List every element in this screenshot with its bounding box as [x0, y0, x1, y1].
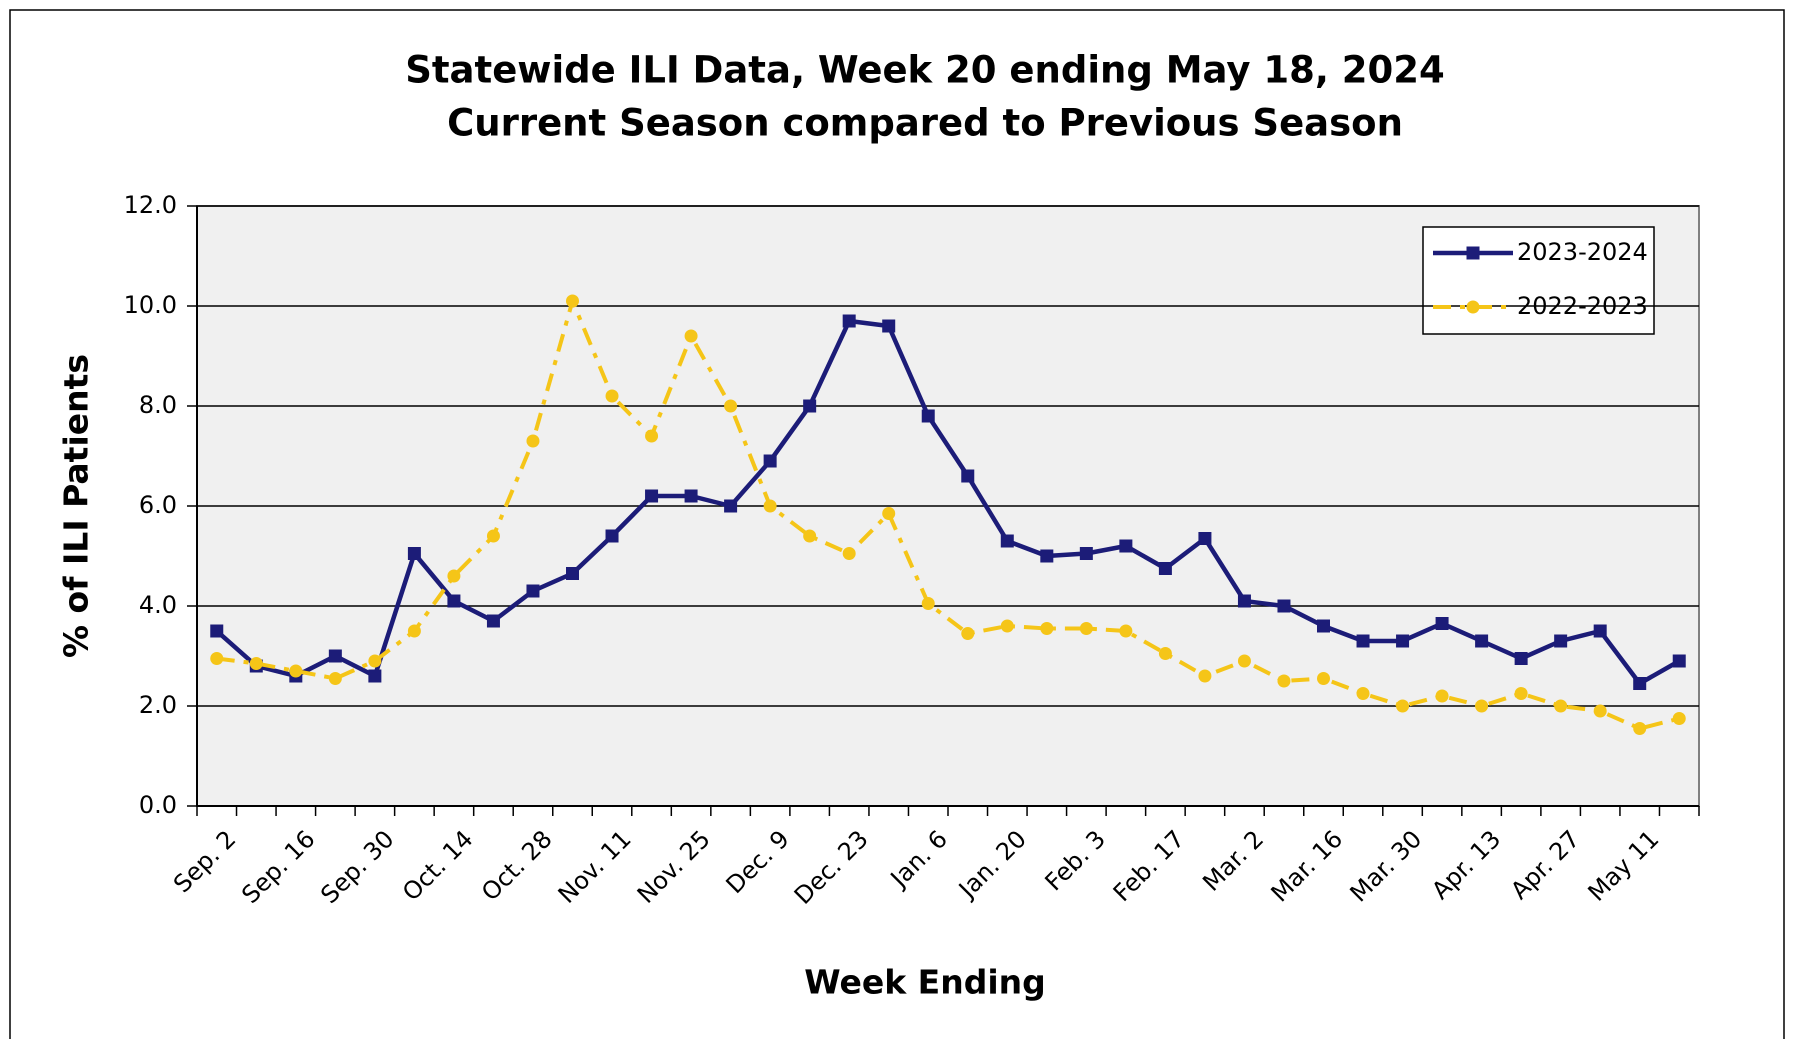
- data-point: [645, 429, 659, 443]
- data-point: [763, 499, 777, 513]
- data-point: [763, 454, 777, 468]
- legend-marker: [1466, 300, 1480, 314]
- data-point: [1317, 672, 1330, 685]
- data-point: [526, 434, 540, 448]
- data-point: [368, 669, 382, 683]
- legend-label: 2022-2023: [1517, 292, 1648, 320]
- y-tick-label: 8.0: [139, 391, 177, 419]
- data-point: [882, 507, 896, 520]
- data-point: [1119, 624, 1133, 638]
- data-point: [526, 584, 540, 598]
- data-point: [645, 489, 659, 503]
- data-point: [1672, 654, 1686, 668]
- data-point: [407, 624, 421, 638]
- y-axis-label: % of ILI Patients: [57, 354, 96, 658]
- data-point: [605, 529, 619, 543]
- data-point: [1277, 674, 1291, 688]
- data-point: [1554, 634, 1568, 648]
- data-point: [842, 314, 856, 328]
- data-point: [249, 657, 263, 670]
- data-point: [1396, 634, 1410, 648]
- data-point: [1435, 689, 1449, 703]
- data-point: [1119, 539, 1133, 553]
- data-point: [605, 389, 619, 403]
- data-point: [961, 469, 975, 483]
- y-tick-label: 2.0: [139, 691, 177, 719]
- data-point: [1000, 619, 1014, 633]
- data-point: [1317, 619, 1330, 633]
- data-point: [1554, 699, 1568, 713]
- legend-label: 2023-2024: [1517, 238, 1648, 266]
- data-point: [1079, 622, 1093, 635]
- data-point: [1158, 562, 1172, 575]
- data-point: [1237, 654, 1251, 668]
- data-point: [447, 594, 461, 608]
- data-point: [921, 409, 935, 423]
- x-axis-label: Week Ending: [804, 963, 1046, 1002]
- data-point: [1237, 594, 1251, 608]
- data-point: [1396, 699, 1410, 713]
- series-line: [215, 318, 1681, 686]
- data-point: [1672, 712, 1686, 725]
- y-tick-label: 4.0: [139, 591, 177, 619]
- data-point: [289, 664, 303, 678]
- data-point: [328, 649, 342, 663]
- legend-marker: [1466, 246, 1480, 260]
- data-point: [1633, 722, 1647, 735]
- data-point: [724, 499, 738, 513]
- y-tick-label: 10.0: [124, 291, 177, 319]
- data-point: [486, 529, 500, 543]
- data-point: [882, 319, 896, 333]
- data-point: [447, 569, 461, 583]
- data-point: [566, 567, 579, 580]
- series-line: [216, 299, 1680, 731]
- data-point: [486, 614, 500, 628]
- data-point: [210, 624, 224, 638]
- data-point: [328, 672, 342, 685]
- data-point: [1198, 532, 1212, 545]
- data-point: [842, 547, 856, 560]
- data-point: [1435, 617, 1449, 630]
- y-tick-label: 0.0: [139, 791, 177, 819]
- data-point: [724, 399, 738, 413]
- chart-subtitle: Current Season compared to Previous Seas…: [447, 102, 1403, 145]
- data-point: [368, 654, 382, 668]
- data-point: [803, 529, 817, 543]
- data-point: [961, 627, 975, 640]
- y-tick-label: 6.0: [139, 491, 177, 519]
- data-point: [1000, 534, 1014, 548]
- data-point: [210, 652, 224, 665]
- data-point: [684, 489, 698, 503]
- y-tick-label: 12.0: [124, 191, 177, 219]
- data-point: [1356, 687, 1370, 700]
- data-point: [1593, 624, 1607, 638]
- data-point: [566, 294, 579, 308]
- data-point: [1633, 677, 1647, 690]
- data-point: [1277, 599, 1291, 613]
- data-point: [1040, 549, 1054, 563]
- data-point: [1593, 704, 1607, 718]
- data-point: [803, 399, 817, 413]
- chart-title: Statewide ILI Data, Week 20 ending May 1…: [405, 49, 1445, 92]
- data-point: [1514, 687, 1528, 700]
- data-point: [1198, 669, 1212, 683]
- legend-box: [1422, 226, 1655, 335]
- data-point: [1514, 652, 1528, 665]
- data-point: [1475, 634, 1489, 648]
- data-point: [921, 597, 935, 610]
- data-point: [1079, 547, 1093, 560]
- data-point: [1158, 647, 1172, 660]
- data-point: [1475, 699, 1489, 713]
- data-point: [1040, 622, 1054, 635]
- data-point: [407, 547, 421, 560]
- data-point: [684, 329, 698, 343]
- data-point: [1356, 634, 1370, 648]
